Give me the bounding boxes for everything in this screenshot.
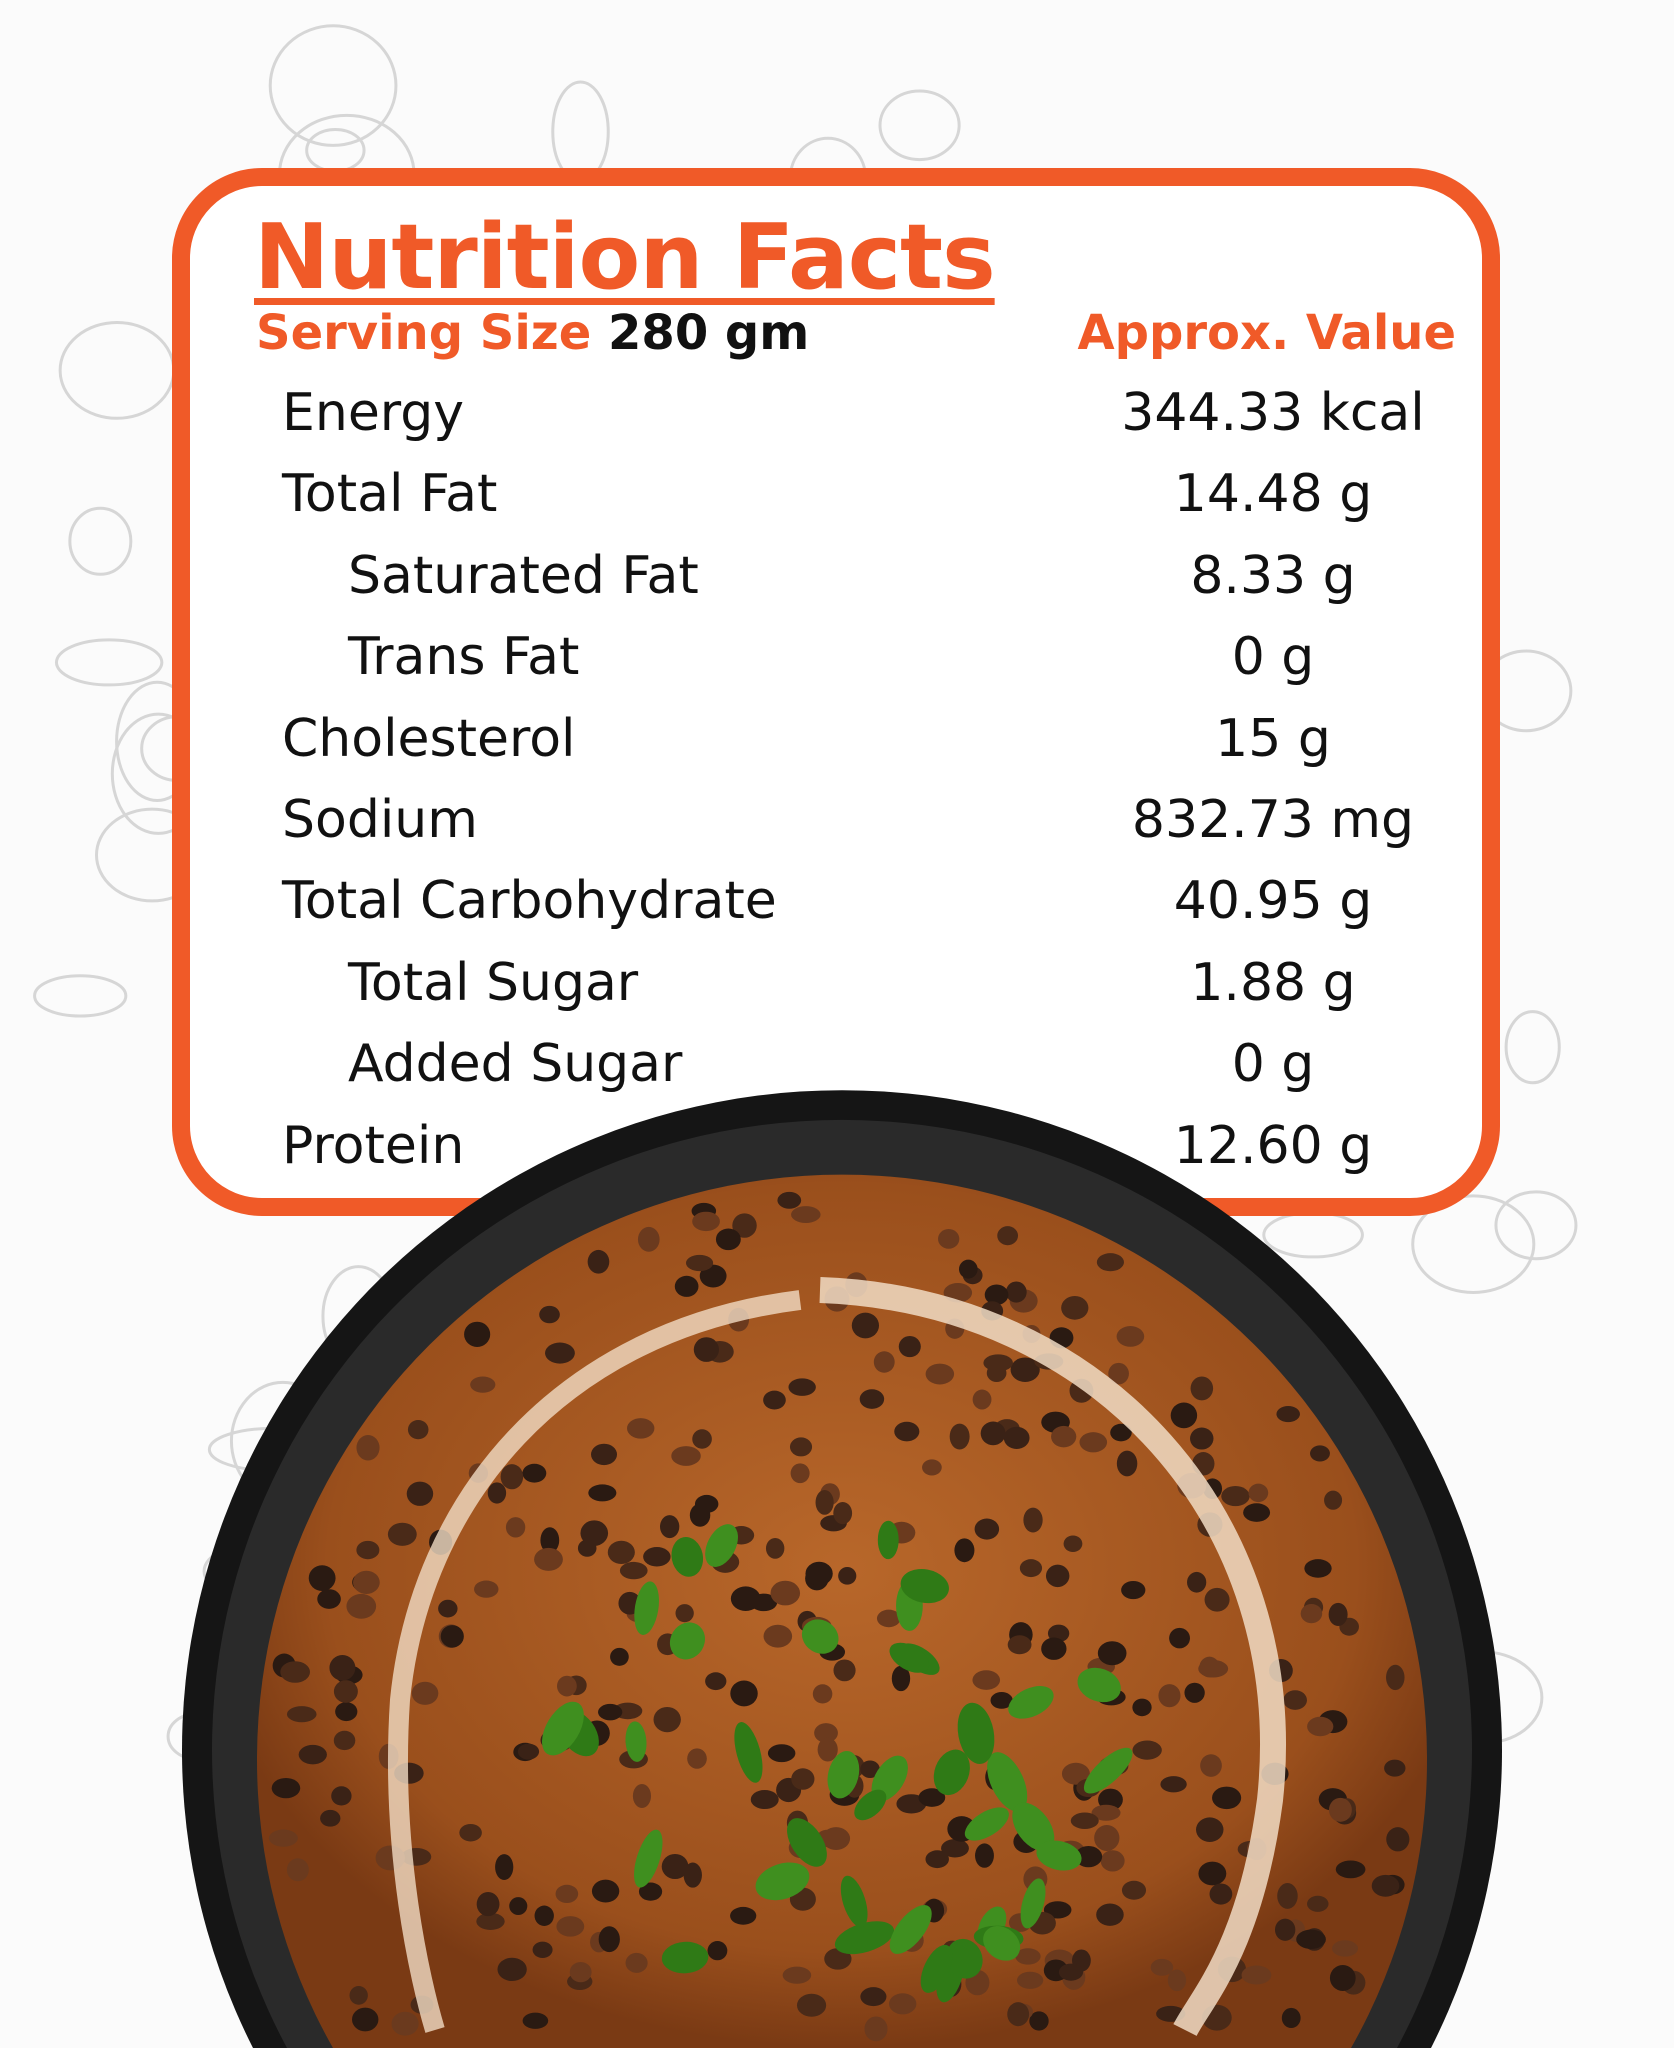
nutrient-name: Energy bbox=[282, 383, 465, 443]
doodle-shape bbox=[268, 24, 398, 147]
nutrient-value: 40.95 g bbox=[1173, 871, 1373, 932]
doodle-shape bbox=[1126, 1245, 1205, 1318]
nutrient-name: Trans Fat bbox=[348, 627, 580, 688]
nutrient-row: Cholesterol 15 g bbox=[0, 709, 1674, 789]
doodle-shape bbox=[850, 1886, 961, 1996]
nutrient-name: Sodium bbox=[282, 790, 478, 850]
doodle-shape bbox=[54, 638, 164, 687]
nutrient-value: 832.73 mg bbox=[1131, 790, 1415, 850]
doodle-shape bbox=[665, 1284, 805, 1398]
nutrient-name: Total Carbohydrate bbox=[282, 871, 777, 932]
nutrient-row: Saturated Fat 8.33 g bbox=[0, 546, 1674, 626]
nutrient-value: 0 g bbox=[1231, 1034, 1315, 1095]
doodle-shape bbox=[828, 1614, 958, 1670]
nutrient-row: Trans Fat 0 g bbox=[0, 627, 1674, 707]
nutrient-value: 12.60 g bbox=[1173, 1115, 1373, 1176]
doodle-shape bbox=[229, 1380, 336, 1502]
doodle-shape bbox=[878, 89, 961, 162]
doodle-shape bbox=[291, 1902, 385, 1964]
doodle-shape bbox=[1494, 1190, 1578, 1261]
nutrient-value: 15 g bbox=[1215, 708, 1331, 769]
nutrient-row: Total Sugar 1.88 g bbox=[0, 953, 1674, 1033]
doodle-shape bbox=[1504, 1010, 1561, 1085]
nutrient-row: Added Sugar 0 g bbox=[0, 1034, 1674, 1114]
doodle-shape bbox=[424, 1461, 555, 1582]
doodle-shape bbox=[551, 80, 610, 183]
doodle-shape bbox=[456, 1842, 511, 1914]
doodle-shape bbox=[1379, 1802, 1467, 1922]
nutrient-value: 8.33 g bbox=[1190, 545, 1356, 606]
doodle-shape bbox=[717, 1679, 824, 1761]
nutrient-value: 14.48 g bbox=[1173, 464, 1373, 525]
nutrient-value: 1.88 g bbox=[1190, 952, 1356, 1013]
nutrient-value: 0 g bbox=[1231, 627, 1315, 688]
doodle-shape bbox=[1262, 1211, 1364, 1259]
nutrient-name: Saturated Fat bbox=[348, 545, 699, 606]
doodle-shape bbox=[591, 1755, 713, 1873]
doodle-shape bbox=[721, 1410, 806, 1528]
nutrient-name: Protein bbox=[282, 1115, 465, 1176]
nutrient-row: Total Carbohydrate 40.95 g bbox=[0, 871, 1674, 951]
doodle-shape bbox=[488, 1749, 596, 1824]
doodle-shape bbox=[33, 974, 128, 1018]
nutrient-row: Energy 344.33 kcal bbox=[0, 383, 1674, 463]
doodle-shape bbox=[207, 1426, 338, 1473]
doodle-shape bbox=[1042, 1660, 1117, 1770]
nutrient-row: Total Fat 14.48 g bbox=[0, 464, 1674, 544]
approx-value-header: Approx. Value bbox=[1077, 305, 1456, 361]
doodle-shape bbox=[305, 127, 366, 173]
doodle-shape bbox=[1312, 1433, 1417, 1550]
doodle-shape bbox=[393, 1711, 489, 1774]
nutrient-name: Cholesterol bbox=[282, 708, 576, 769]
serving-size: Serving Size 280 gm bbox=[256, 305, 809, 361]
nutrient-name: Total Sugar bbox=[348, 952, 639, 1013]
doodle-shape bbox=[202, 1539, 337, 1604]
nutrition-facts-title: Nutrition Facts bbox=[254, 205, 996, 310]
doodle-shape bbox=[166, 1712, 228, 1761]
nutrient-name: Total Fat bbox=[282, 464, 498, 525]
nutrient-row: Protein 12.60 g bbox=[0, 1116, 1674, 1196]
serving-size-value: 280 gm bbox=[608, 305, 810, 361]
nutrient-name: Added Sugar bbox=[348, 1034, 683, 1095]
serving-size-label: Serving Size bbox=[256, 305, 592, 361]
doodle-shape bbox=[68, 506, 133, 576]
doodle-shape bbox=[1423, 1650, 1544, 1745]
nutrient-value: 344.33 kcal bbox=[1121, 383, 1425, 443]
doodle-shape bbox=[714, 1679, 808, 1730]
nutrient-row: Sodium 832.73 mg bbox=[0, 790, 1674, 870]
doodle-shape bbox=[707, 1859, 841, 1937]
doodle-shape bbox=[321, 1265, 396, 1368]
doodle-shape bbox=[771, 1343, 896, 1460]
doodle-shape bbox=[919, 1297, 1017, 1348]
nutrition-card bbox=[172, 168, 1500, 1216]
